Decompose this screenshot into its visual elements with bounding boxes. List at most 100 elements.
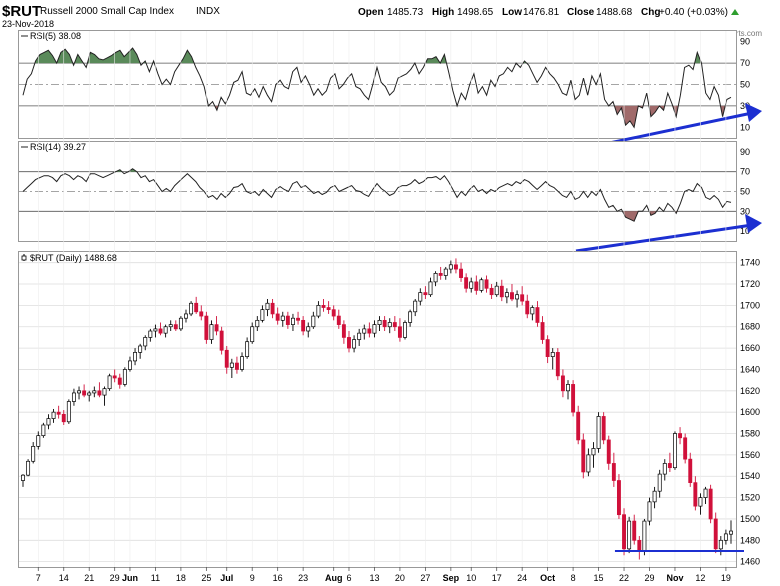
candle-body-down bbox=[382, 319, 387, 328]
candle-body-up bbox=[168, 324, 173, 328]
candle-body-down bbox=[606, 439, 611, 464]
candle bbox=[453, 258, 458, 274]
rsi14-oversold-fill bbox=[649, 211, 657, 216]
candle-body-down bbox=[535, 307, 540, 323]
price-axis-labels: 1740 1720 1700 1680 1660 1640 1620 1600 1580 1560… bbox=[740, 258, 760, 567]
candle bbox=[362, 324, 367, 340]
candle-body-down bbox=[601, 416, 606, 441]
candle bbox=[438, 266, 443, 280]
date-tick-label: 14 bbox=[59, 573, 69, 583]
chart-date: 23-Nov-2018 bbox=[2, 19, 54, 29]
price-tick-1560: 1560 bbox=[740, 450, 760, 460]
candle-body-down bbox=[576, 411, 581, 441]
candle-body-up bbox=[504, 292, 509, 298]
price-panel: 1740 1720 1700 1680 1660 1640 1620 1600 1580 1560… bbox=[18, 31, 760, 568]
candle bbox=[601, 412, 606, 445]
candle-body-down bbox=[347, 337, 351, 349]
candle bbox=[255, 316, 260, 332]
chg-label: Chg bbox=[641, 7, 660, 18]
candle-body-down bbox=[194, 302, 199, 313]
candle bbox=[448, 260, 453, 274]
date-axis: 7 14 21 29 Jun 11 18 25 Jul 9 16 23 Aug 6 13 20 27 Sep 10 1… bbox=[36, 567, 731, 583]
candle-body-up bbox=[627, 520, 632, 550]
rsi5-tick-90: 90 bbox=[740, 37, 750, 47]
candle-body-up bbox=[377, 319, 382, 325]
candle bbox=[133, 348, 138, 366]
rsi5-overbought-fill bbox=[694, 52, 702, 64]
rsi14-tick-10: 10 bbox=[740, 226, 750, 236]
candle-body-up bbox=[265, 302, 270, 311]
candle bbox=[199, 305, 204, 321]
candle bbox=[632, 514, 637, 545]
candle bbox=[265, 298, 270, 317]
rsi5-oversold-fill bbox=[672, 105, 679, 117]
candle bbox=[61, 410, 66, 425]
date-tick-label: 15 bbox=[594, 573, 604, 583]
date-tick-label: 13 bbox=[369, 573, 379, 583]
candle-body-down bbox=[173, 324, 178, 330]
rsi14-oversold-fill bbox=[622, 211, 639, 222]
rsi5-oversold-fill bbox=[614, 105, 639, 128]
candle bbox=[97, 382, 102, 398]
candle bbox=[87, 390, 92, 402]
date-tick-label: 7 bbox=[36, 573, 41, 583]
candle bbox=[433, 271, 438, 287]
rsi14-trend-arrowhead-icon bbox=[745, 214, 762, 233]
candle-body-up bbox=[250, 326, 255, 343]
price-tick-1600: 1600 bbox=[740, 407, 760, 417]
candle-body-down bbox=[459, 268, 463, 278]
date-tick-label: 18 bbox=[176, 573, 186, 583]
candle bbox=[413, 298, 418, 317]
candle-body-up bbox=[530, 307, 535, 315]
candle bbox=[352, 335, 357, 353]
date-tick-label: Jun bbox=[122, 573, 138, 583]
candle-body-down bbox=[560, 375, 565, 392]
candle bbox=[275, 307, 280, 325]
rsi5-oversold-fill bbox=[720, 105, 726, 117]
candle bbox=[673, 431, 677, 470]
candle-body-up bbox=[178, 317, 183, 330]
candle-body-down bbox=[683, 437, 688, 460]
candle bbox=[703, 486, 708, 504]
date-tick-label: 10 bbox=[466, 573, 476, 583]
candle bbox=[443, 266, 448, 280]
candle bbox=[469, 277, 474, 293]
candle bbox=[545, 335, 550, 364]
candle-body-up bbox=[515, 294, 520, 300]
price-tick-1480: 1480 bbox=[740, 535, 760, 545]
candle-body-up bbox=[494, 285, 499, 296]
candle-body-down bbox=[199, 311, 204, 317]
candle-body-down bbox=[234, 362, 239, 370]
candle bbox=[591, 442, 596, 468]
candle bbox=[204, 311, 209, 344]
rsi5-line bbox=[22, 47, 732, 129]
candle bbox=[642, 518, 647, 556]
candle-body-up bbox=[138, 345, 143, 353]
candle bbox=[652, 486, 657, 509]
candle-body-down bbox=[56, 411, 61, 415]
candle bbox=[550, 348, 555, 370]
price-candles bbox=[21, 258, 733, 560]
candle bbox=[341, 320, 346, 344]
candle-body-down bbox=[219, 330, 224, 351]
candle-body-down bbox=[82, 390, 87, 396]
candle-body-down bbox=[708, 488, 713, 520]
rsi5-overbought-fill bbox=[56, 49, 73, 64]
candle bbox=[560, 369, 565, 398]
candle-body-up bbox=[357, 332, 362, 340]
candle bbox=[397, 318, 402, 342]
date-tick-label: Sep bbox=[443, 573, 460, 583]
candle bbox=[459, 262, 463, 282]
candle-body-down bbox=[214, 324, 219, 332]
rsi14-tick-30: 30 bbox=[740, 206, 750, 216]
candle bbox=[403, 320, 407, 340]
candle bbox=[698, 493, 703, 515]
candle bbox=[566, 380, 570, 400]
candle bbox=[173, 320, 178, 332]
candle bbox=[683, 433, 688, 464]
candle-body-down bbox=[667, 463, 672, 469]
date-tick-label: 27 bbox=[420, 573, 430, 583]
candle bbox=[321, 298, 326, 312]
candle-body-down bbox=[453, 264, 458, 270]
